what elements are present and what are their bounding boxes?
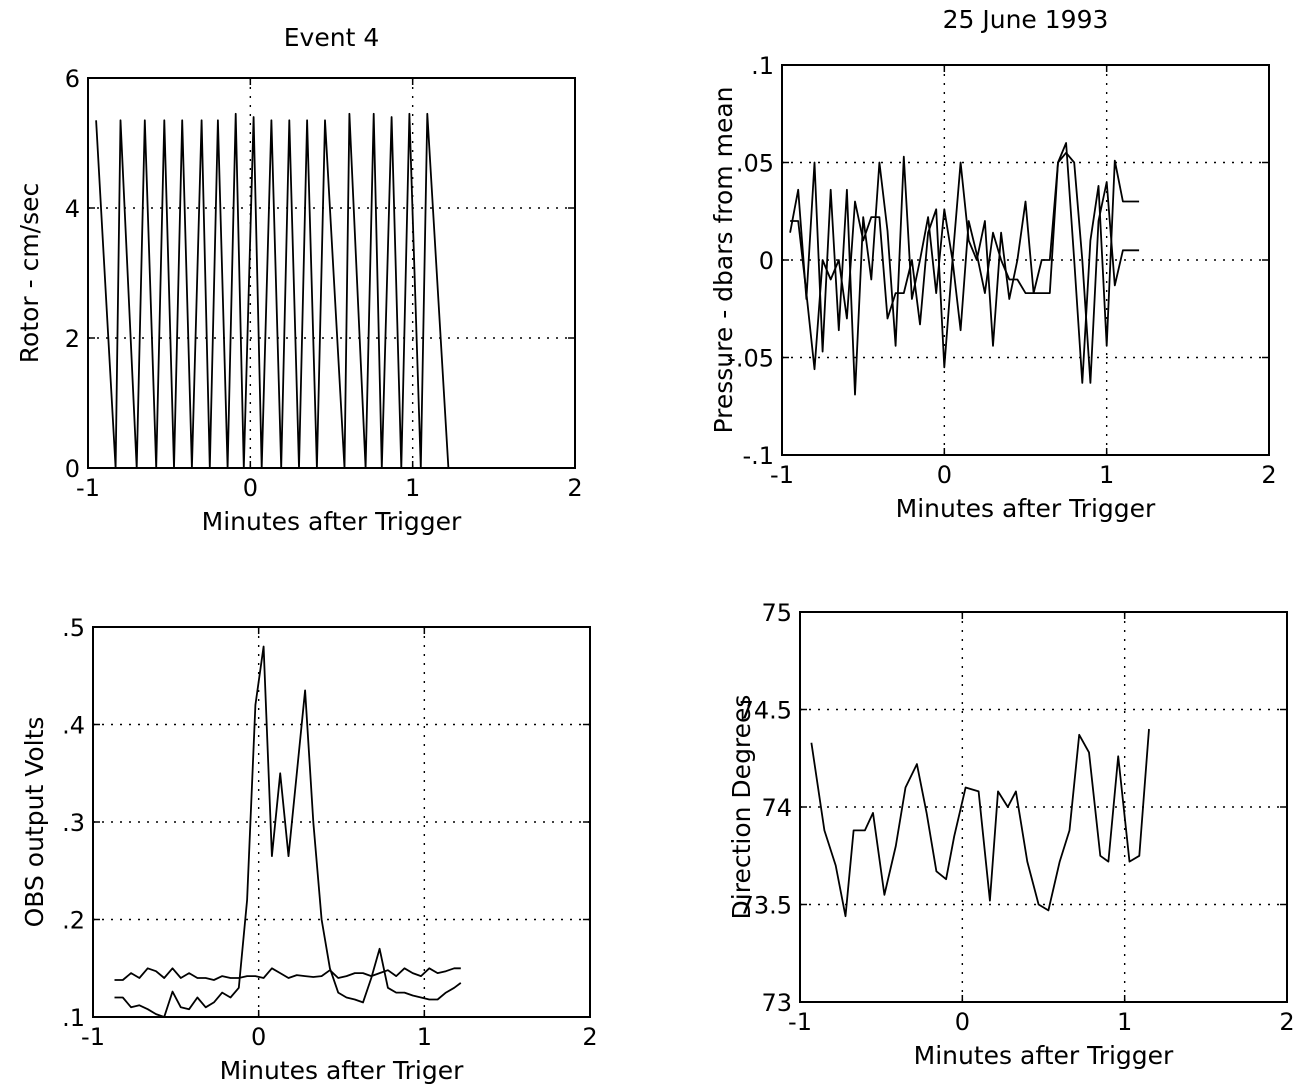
series-line-1 bbox=[114, 967, 461, 981]
chart-title: Event 4 bbox=[284, 23, 379, 52]
x-tick-label: 0 bbox=[251, 1023, 266, 1051]
x-axis-label: Minutes after Trigger bbox=[896, 494, 1156, 523]
x-tick-label: 2 bbox=[1279, 1008, 1294, 1036]
pressure-chart: -1 0 1 2 -.1 -.05 0 .05 .1 25 June 1993 Minutes af… bbox=[709, 5, 1277, 523]
y-tick-label: .2 bbox=[62, 907, 85, 935]
y-tick-label: -.05 bbox=[727, 345, 774, 373]
y-axis-label: Rotor - cm/sec bbox=[15, 183, 44, 364]
y-tick-label: .4 bbox=[62, 712, 85, 740]
plot-frame bbox=[781, 64, 1270, 456]
y-tick-label: 0 bbox=[65, 455, 80, 483]
x-tick-label: -1 bbox=[788, 1008, 812, 1036]
series-line-1 bbox=[789, 142, 1140, 396]
plot-frame bbox=[87, 77, 576, 469]
y-tick-label: 73 bbox=[761, 989, 792, 1017]
x-tick-label: 1 bbox=[1099, 461, 1114, 489]
x-tick-label: 1 bbox=[405, 474, 420, 502]
y-axis-label: Pressure - dbars from mean bbox=[709, 87, 738, 434]
series-line-2 bbox=[790, 151, 1140, 384]
series-line-1 bbox=[95, 112, 450, 469]
x-axis-label: Minutes after Trigger bbox=[202, 507, 462, 536]
y-tick-label: .1 bbox=[751, 52, 774, 80]
obs-output-chart: -1 0 1 2 .1 .2 .3 .4 .5 Minutes after Triger OBS o… bbox=[20, 614, 598, 1085]
y-axis-label: Direction Degrees bbox=[727, 695, 756, 920]
y-tick-label: 73.5 bbox=[739, 892, 792, 920]
x-axis-label: Minutes after Triger bbox=[220, 1056, 465, 1085]
y-tick-label: .05 bbox=[736, 150, 774, 178]
x-tick-label: 2 bbox=[567, 474, 582, 502]
direction-chart: -1 0 1 2 73 73.5 74 74.5 75 Minutes after Trigger… bbox=[727, 599, 1295, 1070]
x-tick-label: 0 bbox=[243, 474, 258, 502]
y-tick-label: -.1 bbox=[742, 442, 774, 470]
x-tick-label: -1 bbox=[770, 461, 794, 489]
y-tick-label: 6 bbox=[65, 65, 80, 93]
x-axis-label: Minutes after Trigger bbox=[914, 1041, 1174, 1070]
y-axis-label: OBS output Volts bbox=[20, 717, 49, 928]
x-tick-label: -1 bbox=[76, 474, 100, 502]
y-tick-label: 75 bbox=[761, 599, 792, 627]
y-tick-label: .5 bbox=[62, 614, 85, 642]
plot-frame bbox=[799, 611, 1288, 1003]
y-tick-label: 2 bbox=[65, 325, 80, 353]
y-tick-label: 0 bbox=[759, 247, 774, 275]
y-tick-label: 4 bbox=[65, 195, 80, 223]
y-tick-label: .1 bbox=[62, 1004, 85, 1032]
x-tick-label: 2 bbox=[582, 1023, 597, 1051]
x-tick-label: -1 bbox=[81, 1023, 105, 1051]
x-tick-label: 1 bbox=[1117, 1008, 1132, 1036]
plot-frame bbox=[92, 626, 591, 1018]
x-tick-label: 2 bbox=[1261, 461, 1276, 489]
y-tick-label: 74 bbox=[761, 794, 792, 822]
x-tick-label: 0 bbox=[955, 1008, 970, 1036]
y-tick-label: .3 bbox=[62, 809, 85, 837]
series-line-2 bbox=[114, 645, 462, 1018]
x-tick-label: 1 bbox=[417, 1023, 432, 1051]
chart-title: 25 June 1993 bbox=[943, 5, 1109, 34]
x-tick-label: 0 bbox=[937, 461, 952, 489]
y-tick-label: 74.5 bbox=[739, 697, 792, 725]
series-line-1 bbox=[810, 728, 1150, 918]
